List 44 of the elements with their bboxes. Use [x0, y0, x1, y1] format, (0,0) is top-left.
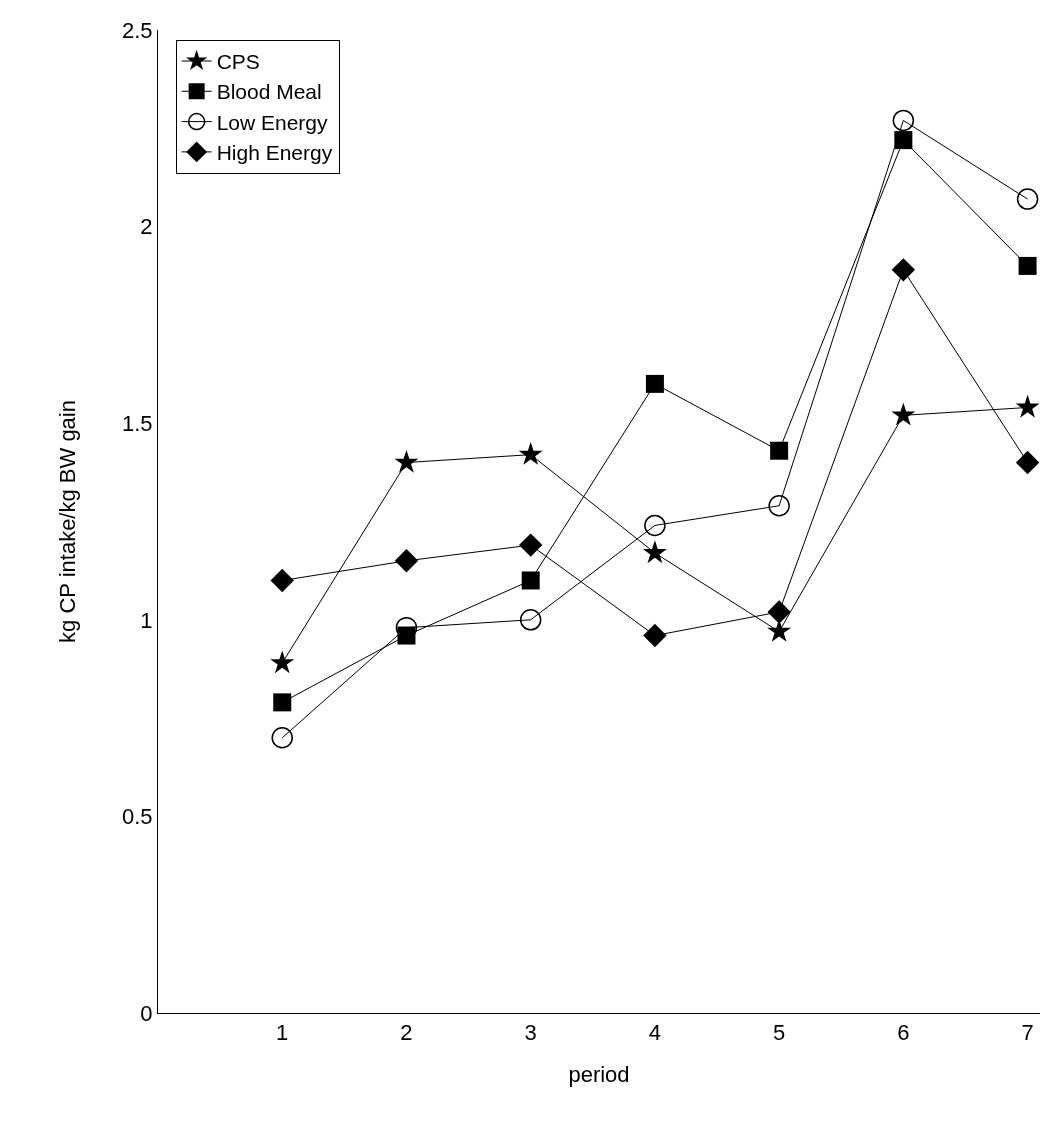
point — [891, 258, 916, 282]
point — [768, 495, 790, 517]
point — [271, 727, 293, 749]
point — [1015, 450, 1040, 475]
legend-label: High Energy — [216, 141, 333, 165]
x-tick-label: 3 — [524, 1020, 537, 1046]
x-tick-label: 7 — [1021, 1020, 1034, 1046]
y-tick-label: 2 — [140, 214, 153, 240]
y-tick-label: 0.5 — [122, 804, 153, 830]
point — [891, 402, 916, 426]
point — [643, 623, 667, 648]
legend-label: Low Energy — [216, 110, 329, 134]
y-tick-label: 2.5 — [122, 17, 153, 43]
x-tick-label: 1 — [276, 1020, 289, 1046]
y-tick-label: 1.5 — [122, 410, 153, 436]
point — [518, 533, 543, 557]
point — [894, 131, 913, 150]
legend-label: Blood Meal — [216, 80, 322, 104]
point — [645, 374, 664, 393]
point — [767, 600, 791, 624]
point — [642, 540, 667, 564]
point — [270, 568, 294, 593]
point — [1018, 256, 1037, 275]
point — [1016, 188, 1039, 210]
y-tick-label: 0 — [140, 1000, 153, 1026]
x-tick-label: 5 — [773, 1020, 786, 1046]
y-axis-title: kg CP intake/kg BW gain — [54, 400, 80, 643]
legend-label: CPS — [216, 50, 260, 74]
point — [1015, 394, 1040, 418]
x-axis-title: period — [568, 1062, 630, 1088]
x-tick-label: 2 — [400, 1020, 413, 1046]
point — [519, 609, 542, 631]
point — [270, 650, 295, 674]
point — [273, 693, 292, 712]
x-tick-label: 4 — [648, 1020, 662, 1046]
point — [518, 442, 543, 465]
point — [892, 109, 915, 132]
y-tick-label: 1 — [140, 607, 153, 633]
point — [644, 514, 666, 537]
x-tick-label: 6 — [897, 1020, 910, 1046]
point — [394, 449, 419, 473]
point — [394, 549, 419, 573]
point — [521, 571, 540, 590]
point — [770, 441, 789, 460]
